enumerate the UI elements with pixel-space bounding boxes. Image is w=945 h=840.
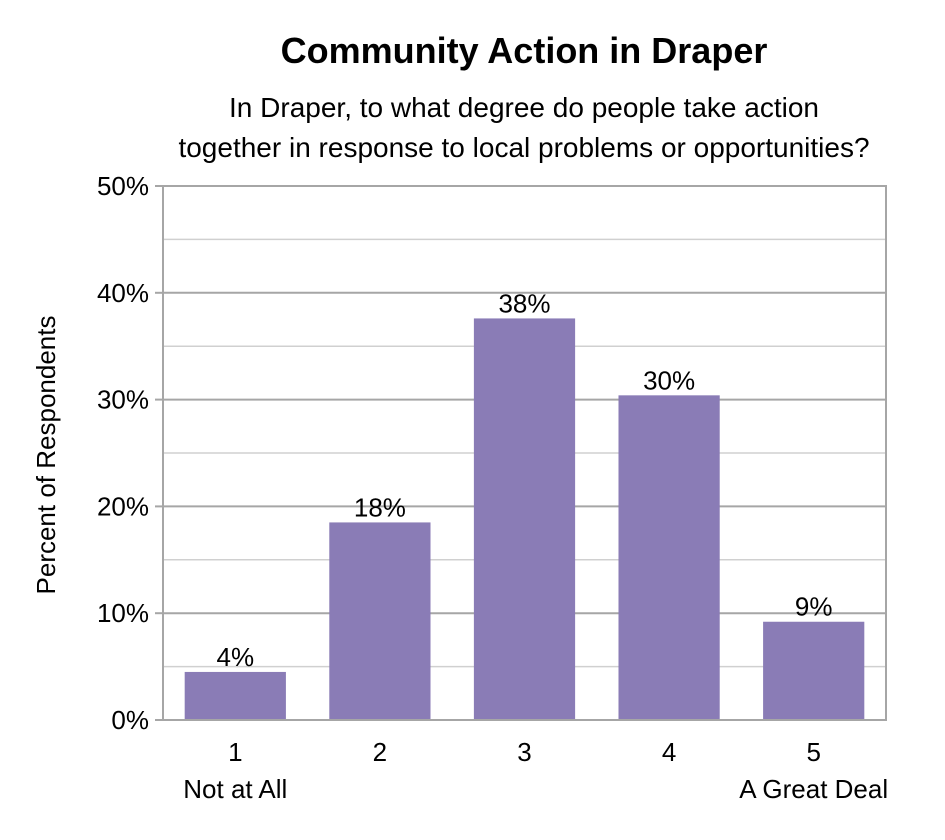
y-tick-label: 40% xyxy=(97,278,149,308)
y-tick-label: 30% xyxy=(97,385,149,415)
data-label-5: 9% xyxy=(795,592,833,622)
data-label-4: 30% xyxy=(643,365,695,395)
chart-subtitle-line-1: In Draper, to what degree do people take… xyxy=(229,92,819,123)
bars-layer xyxy=(184,318,865,720)
y-tick-label: 50% xyxy=(97,171,149,201)
bar-4 xyxy=(618,395,720,720)
x-tick-label-2: 2 xyxy=(373,737,387,767)
bar-3 xyxy=(473,318,576,720)
plot-frame xyxy=(162,185,887,721)
x-tick-label-5: 5 xyxy=(806,737,820,767)
data-label-1: 4% xyxy=(217,642,255,672)
x-tick-label-3: 3 xyxy=(517,737,531,767)
y-tick-label: 0% xyxy=(111,705,149,735)
bar-5 xyxy=(763,621,865,720)
data-label-2: 18% xyxy=(354,492,406,522)
x-sublabel-5: A Great Deal xyxy=(739,774,888,804)
x-tick-label-4: 4 xyxy=(662,737,676,767)
chart-title: Community Action in Draper xyxy=(281,30,768,71)
bar-1 xyxy=(184,671,286,720)
x-sublabel-1: Not at All xyxy=(183,774,287,804)
y-tick-label: 20% xyxy=(97,491,149,521)
data-label-3: 38% xyxy=(498,288,550,318)
bar-2 xyxy=(329,522,431,720)
y-tick-label: 10% xyxy=(97,598,149,628)
labels-layer: 0% 10% 20% 30% 40% 50% 4% 1 Not at All 18% 2 38% 3 30… xyxy=(97,171,888,804)
y-axis-label: Percent of Respondents xyxy=(31,316,61,595)
x-tick-label-1: 1 xyxy=(228,737,242,767)
chart-subtitle-line-2: together in response to local problems o… xyxy=(178,132,869,163)
